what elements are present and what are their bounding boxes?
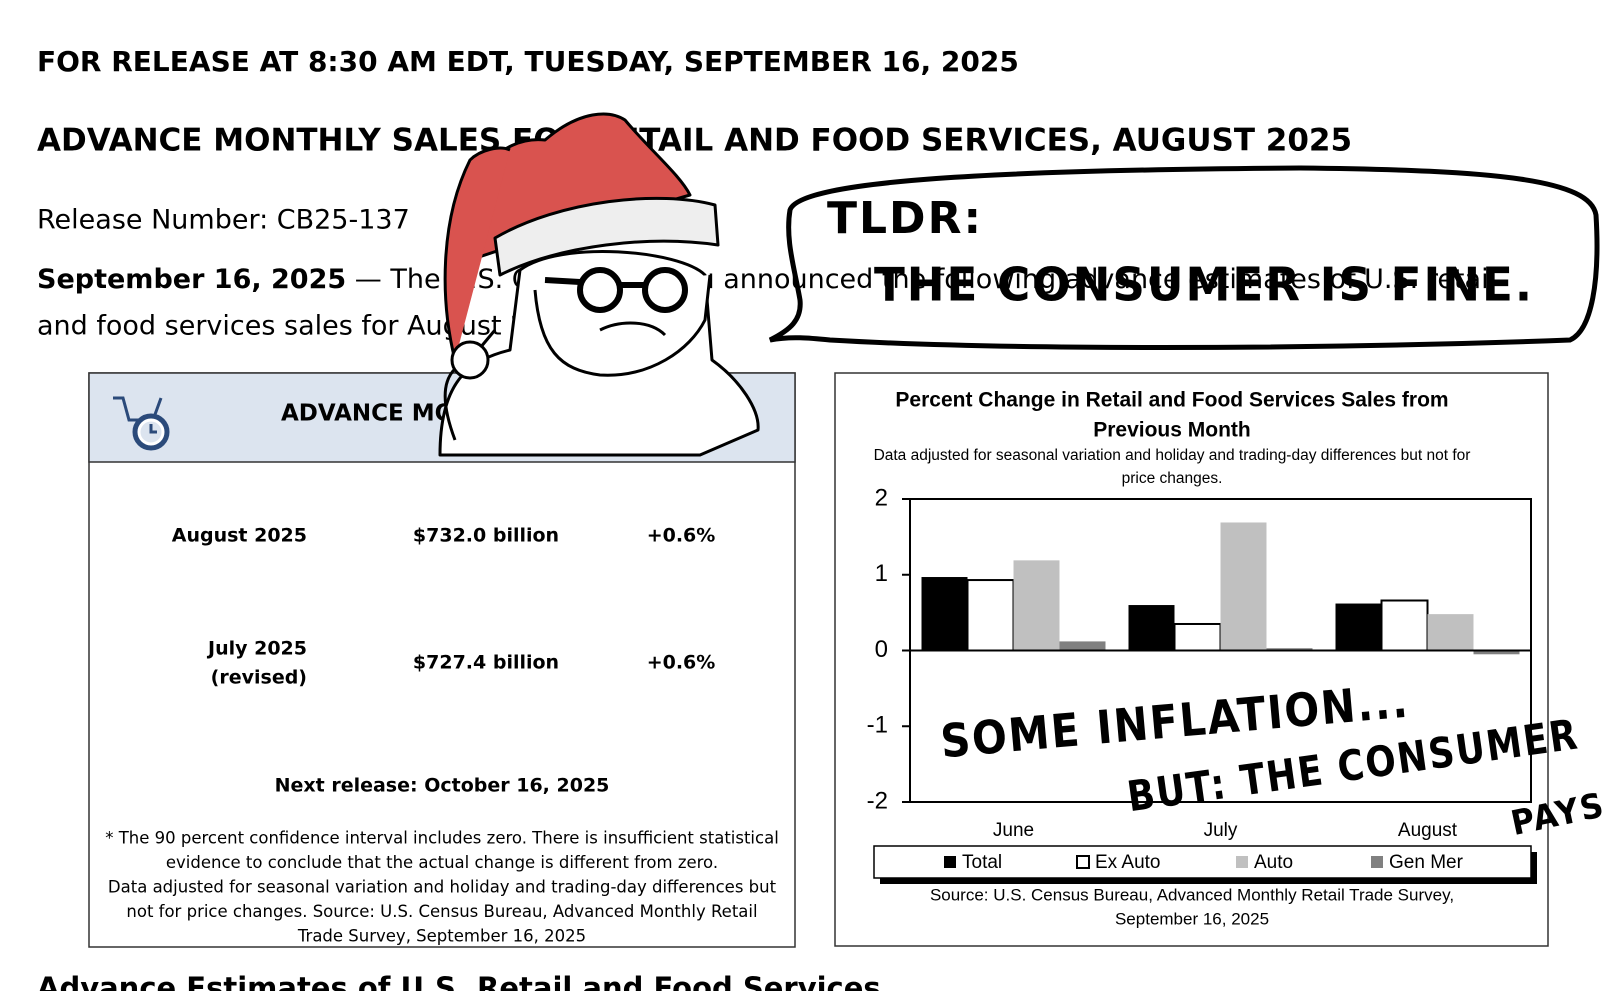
chart-title: Percent Change in Retail and Food Servic… <box>895 389 1448 412</box>
bar <box>1173 622 1222 652</box>
chart-title: Previous Month <box>1093 419 1251 442</box>
bar <box>1059 641 1106 651</box>
chart-source: September 16, 2025 <box>1115 909 1269 928</box>
x-tick-label: August <box>1398 820 1458 841</box>
next-section: Advance Estimates of U.S. Retail and Foo… <box>37 971 881 991</box>
legend-swatch <box>1236 856 1248 868</box>
legend-label: Total <box>962 852 1002 873</box>
summary-box <box>88 372 796 948</box>
y-tick-label: 0 <box>875 636 888 663</box>
cart-icon <box>113 396 170 451</box>
legend-swatch <box>944 856 956 868</box>
bar <box>1335 603 1382 651</box>
bar <box>966 579 1015 652</box>
row-label-note: (revised) <box>211 667 307 689</box>
bar <box>1013 560 1060 651</box>
x-tick-label: July <box>1204 820 1238 841</box>
cartoon <box>438 112 760 457</box>
legend-label: Auto <box>1254 852 1293 873</box>
row-label: July 2025 <box>206 638 307 660</box>
date: September 16, 2025 <box>37 264 346 295</box>
chart-subtitle: Data adjusted for seasonal variation and… <box>874 447 1471 464</box>
x-tick-label: June <box>993 820 1034 841</box>
bar <box>1266 648 1313 651</box>
chart-subtitle: price changes. <box>1122 470 1223 487</box>
bar <box>921 577 968 651</box>
row-change: +0.6% <box>647 525 716 547</box>
row-label: August 2025 <box>172 525 307 547</box>
chart-source: Source: U.S. Census Bureau, Advanced Mon… <box>930 885 1454 904</box>
row-value: $727.4 billion <box>413 652 559 674</box>
title: ADVANCE MONTHLY SALES FOR RETAIL AND FOO… <box>37 123 1352 159</box>
bar <box>1473 650 1520 655</box>
footnote: evidence to conclude that the actual cha… <box>166 853 718 872</box>
y-tick-label: 1 <box>875 560 888 587</box>
release-number: Release Number: CB25-137 <box>37 205 410 236</box>
speech-bubble <box>768 165 1600 350</box>
footnote: not for price changes. Source: U.S. Cens… <box>126 902 757 921</box>
footnote: * The 90 percent confidence interval inc… <box>105 829 779 848</box>
legend-swatch <box>1371 856 1383 868</box>
row-change: +0.6% <box>647 652 716 674</box>
next-release: Next release: October 16, 2025 <box>275 775 610 797</box>
annotation-tldr: TLDR: <box>827 193 983 244</box>
y-tick-label: 2 <box>875 484 888 511</box>
release-time: FOR RELEASE AT 8:30 AM EDT, TUESDAY, SEP… <box>37 45 1019 78</box>
bar <box>1380 599 1429 652</box>
lead-text: and food services sales for August 2025 <box>37 311 579 342</box>
row-value: $732.0 billion <box>413 525 559 547</box>
footnote: Trade Survey, September 16, 2025 <box>297 927 586 946</box>
legend <box>873 845 1532 879</box>
bar <box>1427 614 1474 651</box>
bar <box>1128 605 1175 651</box>
y-tick-label: -2 <box>867 787 888 814</box>
legend-label: Gen Mer <box>1389 852 1464 873</box>
legend-swatch <box>1076 855 1090 869</box>
annotation-bubble: THE CONSUMER IS FINE. <box>874 258 1534 312</box>
footnote: Data adjusted for seasonal variation and… <box>108 878 777 897</box>
bar <box>1220 522 1267 651</box>
y-tick-label: -1 <box>867 712 888 739</box>
legend-label: Ex Auto <box>1095 852 1161 873</box>
